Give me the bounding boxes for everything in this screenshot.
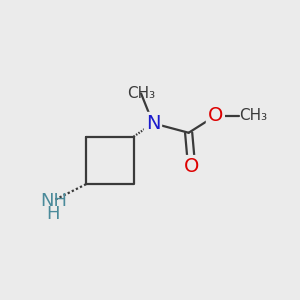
Text: O: O [184,157,199,176]
Text: CH₃: CH₃ [239,108,267,123]
Text: CH₃: CH₃ [127,86,155,101]
Text: NH: NH [40,191,67,209]
Text: O: O [208,106,223,125]
Text: H: H [47,205,60,223]
Text: N: N [146,114,160,133]
